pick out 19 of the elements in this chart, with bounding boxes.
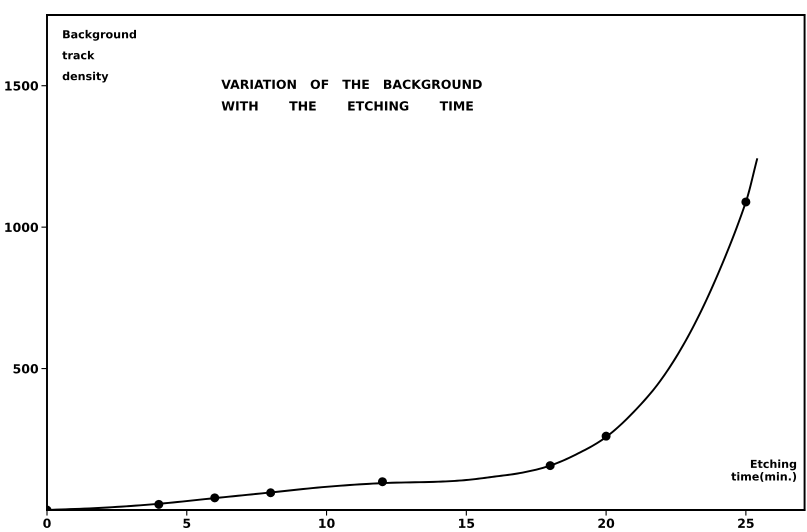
point	[266, 488, 276, 498]
point	[602, 432, 611, 441]
point	[741, 197, 750, 206]
x-tick-label: 5	[183, 518, 190, 528]
y-axis-title: Background track density	[62, 30, 136, 83]
x-tick-label: 15	[459, 518, 474, 528]
point	[210, 493, 220, 502]
x-axis-title: Etching time(min.)	[731, 459, 796, 482]
x-tick-label: 20	[598, 518, 614, 528]
y-tick-label: 500	[14, 364, 38, 374]
y-tick-label: 1500	[5, 81, 38, 91]
point	[154, 500, 164, 509]
x-tick-label: 10	[319, 518, 335, 528]
x-tick-label: 0	[43, 518, 51, 528]
point	[546, 461, 555, 470]
text: VARIATION OF THE BACKGROUND WITH THE ETCHING TIME	[221, 80, 482, 111]
point	[378, 477, 387, 486]
y-tick-label: 1000	[5, 222, 38, 232]
x-tick-label: 25	[738, 518, 754, 528]
